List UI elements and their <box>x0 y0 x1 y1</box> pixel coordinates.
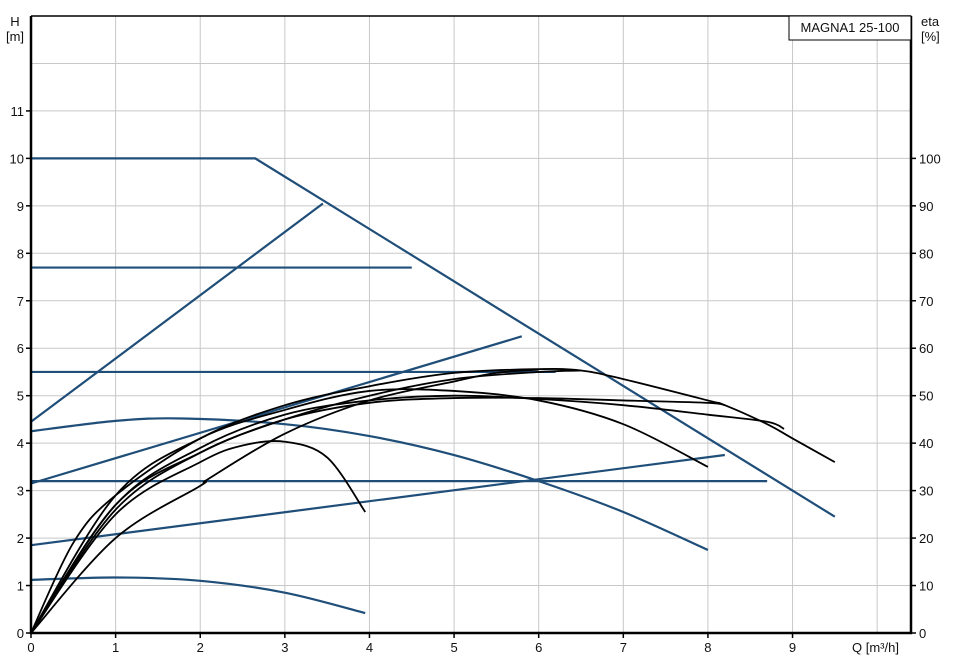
y-tick-label: 5 <box>17 389 24 404</box>
head-curve <box>30 453 725 547</box>
y-tick-label: 11 <box>11 104 25 119</box>
y2-tick-label: 40 <box>919 436 933 451</box>
title-box <box>788 15 912 41</box>
y-axis-label-left: H <box>10 14 19 29</box>
efficiency-curve <box>30 440 366 634</box>
head-curve <box>30 576 366 615</box>
x-tick-label: 9 <box>789 640 796 655</box>
head-curve <box>31 157 836 518</box>
y2-tick-label: 90 <box>919 199 933 214</box>
y2-tick-label: 10 <box>919 579 933 594</box>
head-curve <box>30 335 523 485</box>
head-curves <box>30 157 836 615</box>
efficiency-curve <box>30 368 836 634</box>
y-tick-label: 10 <box>10 151 24 166</box>
x-tick-label: 6 <box>535 640 542 655</box>
y2-tick-label: 20 <box>919 531 933 546</box>
y-axis-label-right: eta <box>921 14 940 29</box>
y-axis-unit-right: [%] <box>921 29 940 44</box>
y-tick-label: 1 <box>17 579 24 594</box>
y-axis-unit-left: [m] <box>6 29 24 44</box>
axes <box>29 15 913 635</box>
head-curve <box>30 202 324 423</box>
x-tick-label: 3 <box>281 640 288 655</box>
head-curve <box>30 417 709 551</box>
y2-tick-label: 70 <box>919 294 933 309</box>
x-tick-label: 7 <box>620 640 627 655</box>
x-tick-label: 8 <box>704 640 711 655</box>
chart-title: MAGNA1 25-100 <box>801 20 900 35</box>
y2-tick-label: 100 <box>919 151 941 166</box>
efficiency-curve <box>30 388 709 634</box>
x-tick-label: 1 <box>112 640 119 655</box>
x-tick-label: 0 <box>27 640 34 655</box>
y2-tick-label: 60 <box>919 341 933 356</box>
efficiency-curve <box>30 369 582 634</box>
y-tick-label: 8 <box>17 246 24 261</box>
efficiency-curve <box>30 396 726 634</box>
y-tick-label: 9 <box>17 199 24 214</box>
y2-tick-label: 0 <box>919 626 926 641</box>
x-tick-label: 5 <box>450 640 457 655</box>
y-tick-label: 7 <box>17 294 24 309</box>
x-axis-label: Q [m³/h] <box>852 640 899 655</box>
y-tick-label: 3 <box>17 484 24 499</box>
tick-labels: 0 1 2 3 4 5 6 7 8 9012345678910110102030405060708… <box>10 104 941 655</box>
y2-tick-label: 80 <box>919 246 933 261</box>
y-tick-label: 6 <box>17 341 24 356</box>
x-tick-label: 4 <box>366 640 373 655</box>
y2-tick-label: 50 <box>919 389 933 404</box>
y-tick-label: 4 <box>17 436 24 451</box>
y-tick-label: 0 <box>17 626 24 641</box>
grid <box>31 16 911 633</box>
y2-tick-label: 30 <box>919 484 933 499</box>
x-tick-label: 2 <box>197 640 204 655</box>
y-tick-label: 2 <box>17 531 24 546</box>
efficiency-curve <box>30 394 785 634</box>
efficiency-curves <box>30 368 836 634</box>
